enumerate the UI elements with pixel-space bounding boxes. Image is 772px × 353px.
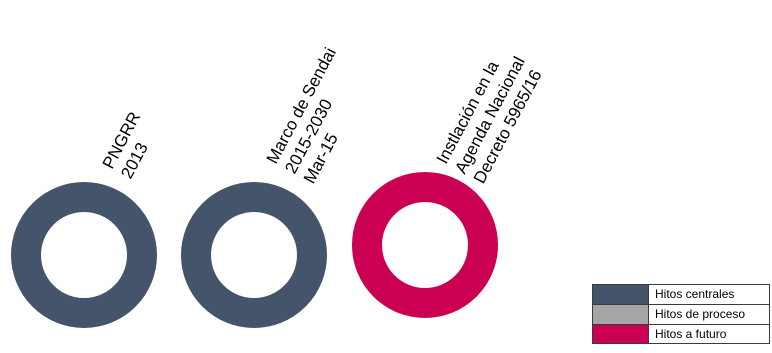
legend-row-central: Hitos centrales <box>592 284 770 304</box>
legend-label: Hitos de proceso <box>655 307 746 321</box>
milestone-ring-sendai <box>181 182 327 328</box>
legend-swatch <box>593 325 649 343</box>
legend-row-future: Hitos a futuro <box>592 324 770 344</box>
milestone-label-pngrr: PNGRR 2013 <box>99 105 165 182</box>
milestone-ring-pngrr <box>11 182 157 328</box>
milestone-label-sendai: Marco de Sendai 2015-2030 Mar-15 <box>263 40 379 186</box>
legend-swatch <box>593 285 649 304</box>
milestone-agenda: Instlación en la Agenda Nacional Decreto… <box>352 39 550 318</box>
legend-row-process: Hitos de proceso <box>592 304 770 324</box>
milestone-ring-agenda <box>352 172 498 318</box>
milestone-sendai: Marco de Sendai 2015-2030 Mar-15 <box>181 40 379 328</box>
legend-label: Hitos centrales <box>655 287 735 301</box>
milestone-pngrr: PNGRR 2013 <box>11 105 165 328</box>
legend-label: Hitos a futuro <box>655 327 727 341</box>
legend: Hitos centrales Hitos de proceso Hitos a… <box>592 284 770 344</box>
milestone-label-agenda: Instlación en la Agenda Nacional Decreto… <box>433 39 550 186</box>
legend-swatch <box>593 305 649 324</box>
